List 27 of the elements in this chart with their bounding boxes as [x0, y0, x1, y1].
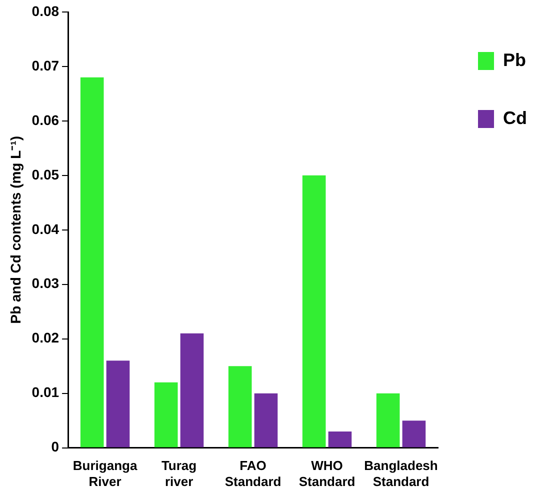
bar — [228, 366, 252, 448]
y-tick-label: 0.01 — [32, 384, 60, 400]
bar — [106, 360, 130, 448]
bar — [254, 393, 278, 448]
x-tick-label: WHO Standard — [298, 458, 356, 489]
bar — [80, 77, 104, 448]
legend-label: Pb — [503, 50, 526, 70]
y-tick-label: 0.03 — [32, 275, 60, 292]
bar — [154, 382, 178, 448]
y-tick-label: 0.02 — [32, 330, 60, 346]
y-tick-label: 0.07 — [32, 57, 60, 74]
y-axis-title: Pb and Cd contents (mg L⁻¹) — [7, 136, 24, 324]
y-tick-label: 0.06 — [32, 112, 60, 128]
x-tick-label: FAO Standard — [224, 458, 282, 489]
y-tick-label: 0.04 — [32, 220, 60, 237]
bar — [328, 431, 352, 448]
bar — [180, 333, 204, 448]
x-tick-label: Turag river — [161, 458, 197, 489]
bar — [376, 393, 400, 448]
bar — [402, 420, 426, 448]
y-tick-label: 0 — [51, 438, 60, 455]
x-tick-label: Bangladesh Standard — [364, 458, 438, 489]
x-tick-label: Buriganga River — [72, 458, 138, 489]
legend-label: Cd — [503, 108, 528, 128]
bar — [302, 175, 326, 448]
y-tick-label: 0.05 — [32, 166, 60, 182]
y-tick-label: 0.08 — [32, 2, 60, 19]
